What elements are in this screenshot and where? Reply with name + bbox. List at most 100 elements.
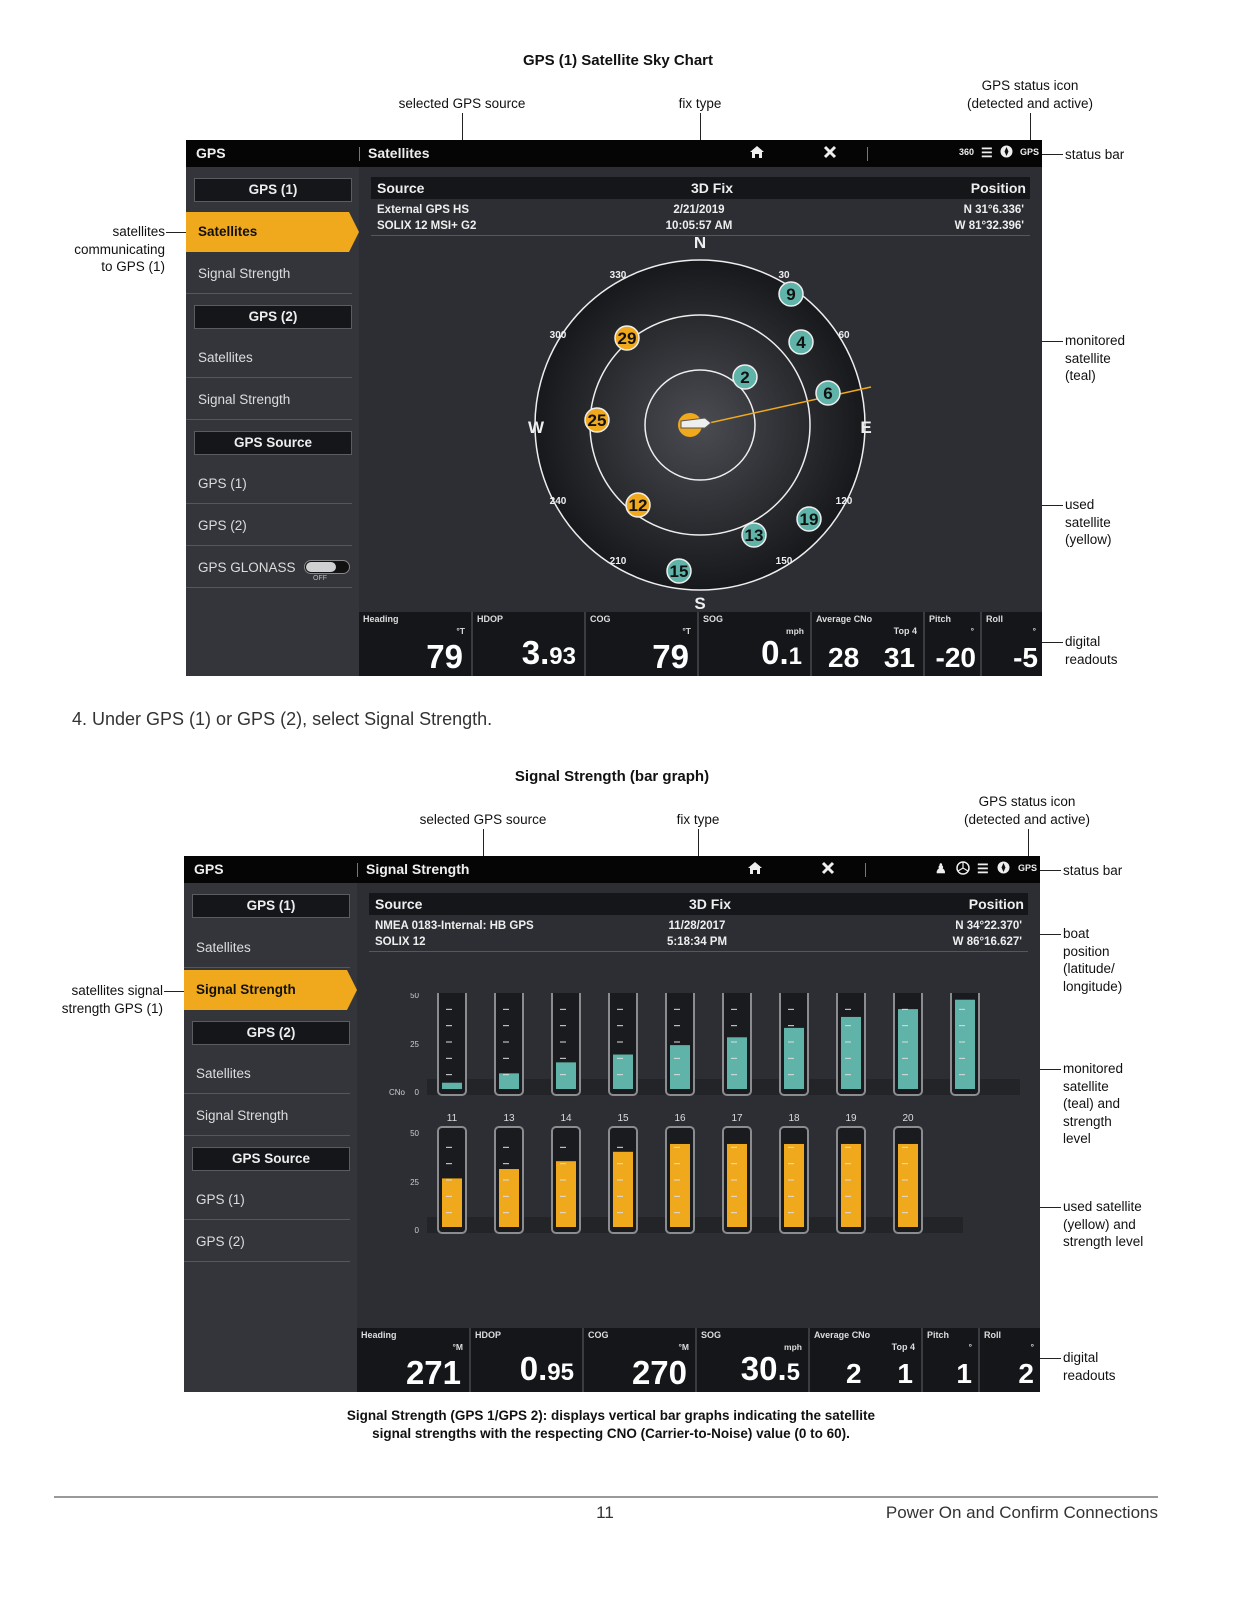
monitored-satellite-19: 19 bbox=[796, 506, 822, 532]
readout-sog: SOG mph 0.1 bbox=[699, 612, 812, 676]
svg-text:29: 29 bbox=[618, 329, 637, 348]
sky-chart-screen: GPS Satellites 360 ☰ GPS GPS (1) Satelli… bbox=[186, 140, 1042, 676]
axis-tick-50: 50 bbox=[410, 993, 419, 1000]
svg-text:15: 15 bbox=[670, 562, 689, 581]
bearing-60: 60 bbox=[838, 330, 850, 341]
app-title: GPS bbox=[196, 145, 226, 161]
callout-status-bar: status bar bbox=[1065, 147, 1125, 162]
home-icon[interactable] bbox=[749, 145, 765, 163]
used-satellite-25: 25 bbox=[584, 407, 610, 433]
bar-fill-3 bbox=[556, 1062, 576, 1089]
compass-E: E bbox=[860, 418, 871, 437]
axis-tick-25: 25 bbox=[410, 1178, 419, 1187]
digital-readouts-2: Heading °M 271 HDOP 0.95 COG °M 270 SOG mph… bbox=[357, 1328, 1040, 1392]
svg-text:6: 6 bbox=[823, 384, 832, 403]
sidebar-head-gps2: GPS (2) bbox=[192, 1021, 350, 1045]
sidebar-item-satellites-gps1[interactable]: Satellites bbox=[186, 212, 359, 252]
svg-text:9: 9 bbox=[786, 285, 795, 304]
fix-datetime: 2/21/2019 10:05:57 AM bbox=[665, 204, 733, 232]
sidebar-item-satellites-gps1[interactable]: Satellites bbox=[184, 928, 350, 968]
compass-W: W bbox=[528, 418, 545, 437]
bar-fill-8 bbox=[841, 1016, 861, 1089]
compass-labels: N E S W bbox=[528, 237, 872, 613]
satellite-label-11: 11 bbox=[447, 1113, 458, 1124]
callout-selected-source-2: selected GPS source bbox=[419, 812, 547, 827]
radar-icon bbox=[956, 861, 970, 879]
status-bar: GPS Satellites 360 ☰ GPS bbox=[186, 140, 1042, 167]
bar-fill-9 bbox=[898, 1009, 918, 1089]
sidebar-item-source-gps1[interactable]: GPS (1) bbox=[186, 464, 352, 504]
bar-fill-19 bbox=[841, 1143, 861, 1227]
svg-text:2: 2 bbox=[740, 368, 749, 387]
compass-N: N bbox=[694, 237, 706, 252]
bar-fill-18 bbox=[784, 1143, 804, 1227]
readout-heading: Heading °M 271 bbox=[357, 1328, 471, 1392]
sidebar-item-source-gps2[interactable]: GPS (2) bbox=[186, 506, 352, 546]
close-icon[interactable] bbox=[821, 861, 835, 879]
satellite-bar-11 bbox=[437, 1126, 467, 1234]
sky-chart: N E S W 330 30 60 120 150 210 240 300 9 4 2 6 13 19 15 29… bbox=[528, 237, 872, 613]
compass-S: S bbox=[694, 594, 705, 613]
compass-icon bbox=[997, 861, 1010, 878]
satellite-label-13: 13 bbox=[503, 1113, 515, 1124]
sidebar-item-glonass[interactable]: GPS GLONASS OFF bbox=[186, 548, 352, 588]
bar-fill-14 bbox=[556, 1161, 576, 1227]
callout-signal-strength: satellites signal strength GPS (1) bbox=[61, 983, 163, 1016]
fix-datetime-2: 11/28/2017 5:18:34 PM bbox=[666, 920, 728, 948]
glonass-toggle[interactable]: OFF bbox=[304, 560, 350, 582]
page-title-2: Signal Strength bbox=[366, 861, 470, 877]
sidebar-item-signal-gps1[interactable]: Signal Strength bbox=[184, 970, 357, 1010]
readout-cog: COG °T 79 bbox=[586, 612, 699, 676]
axis-tick-50: 50 bbox=[410, 1129, 419, 1138]
readout-pitch: Pitch ° 1 bbox=[923, 1328, 980, 1392]
app-title-2: GPS bbox=[194, 861, 224, 877]
bar-fill-1 bbox=[442, 1082, 462, 1089]
callout-status-bar-2: status bar bbox=[1063, 863, 1123, 878]
callout-used: used satellite (yellow) bbox=[1065, 497, 1112, 547]
info-header: Source 3D Fix Position bbox=[371, 177, 1030, 199]
sidebar-item-satellites-gps2[interactable]: Satellites bbox=[184, 1054, 350, 1094]
bar-fill-4 bbox=[613, 1054, 633, 1089]
svg-text:13: 13 bbox=[745, 526, 764, 545]
readout-hdop: HDOP 0.95 bbox=[471, 1328, 584, 1392]
boat-icon bbox=[678, 413, 712, 437]
satellite-bar-14 bbox=[551, 1126, 581, 1234]
bearing-240: 240 bbox=[550, 496, 567, 507]
step-instruction: 4. Under GPS (1) or GPS (2), select Sign… bbox=[72, 709, 493, 729]
signal-strength-screen: GPS Signal Strength ♟ ☰ GPS GPS (1) Sate… bbox=[184, 856, 1040, 1392]
close-icon[interactable] bbox=[823, 145, 837, 163]
sidebar-item-source-gps2[interactable]: GPS (2) bbox=[184, 1222, 350, 1262]
sidebar-item-satellites-gps2[interactable]: Satellites bbox=[186, 338, 352, 378]
satellite-label-16: 16 bbox=[674, 1113, 686, 1124]
satellite-bar-16 bbox=[665, 1126, 695, 1234]
satellite-bar-20 bbox=[893, 1126, 923, 1234]
digital-readouts: Heading °T 79 HDOP 3.93 COG °T 79 SOG mph 0… bbox=[359, 612, 1042, 676]
svg-text:4: 4 bbox=[796, 333, 806, 352]
sidebar-head-source: GPS Source bbox=[194, 431, 352, 455]
readout-cno: Average CNo Top 4 28 31 bbox=[812, 612, 925, 676]
bar-fill-15 bbox=[613, 1151, 633, 1227]
callout-boat-position: boat position (latitude/ longitude) bbox=[1063, 926, 1123, 994]
figure-caption: Signal Strength (GPS 1/GPS 2): displays … bbox=[346, 1408, 876, 1441]
gps-status-icon: GPS bbox=[1020, 147, 1040, 157]
used-satellite-29: 29 bbox=[614, 325, 640, 351]
sidebar-head-gps1: GPS (1) bbox=[194, 178, 352, 202]
sidebar-item-signal-gps1[interactable]: Signal Strength bbox=[186, 254, 352, 294]
sidebar-item-source-gps1[interactable]: GPS (1) bbox=[184, 1180, 350, 1220]
sidebar-item-signal-gps2[interactable]: Signal Strength bbox=[184, 1096, 350, 1136]
main-area-2: Source 3D Fix Position NMEA 0183-Interna… bbox=[357, 883, 1040, 1392]
signal-bar-graph: 50250CNo12345678910502501113141516171819… bbox=[389, 993, 1020, 1235]
sonar-icon: ☰ bbox=[981, 145, 993, 160]
satellite-bar-5 bbox=[665, 993, 695, 1096]
figure1-title: GPS (1) Satellite Sky Chart bbox=[522, 52, 714, 69]
callout-readouts: digital readouts bbox=[1065, 634, 1118, 667]
satellite-label-19: 19 bbox=[845, 1113, 857, 1124]
bearing-30: 30 bbox=[778, 270, 790, 281]
readout-roll: Roll ° 2 bbox=[984, 1330, 1034, 1389]
sidebar-item-signal-gps2[interactable]: Signal Strength bbox=[186, 380, 352, 420]
home-icon[interactable] bbox=[747, 861, 763, 879]
callout-status-icon-2: GPS status icon (detected and active) bbox=[963, 794, 1091, 827]
monitored-satellite-9: 9 bbox=[778, 281, 804, 307]
readout-cog: COG °M 270 bbox=[584, 1328, 697, 1392]
bearing-150: 150 bbox=[776, 556, 793, 567]
